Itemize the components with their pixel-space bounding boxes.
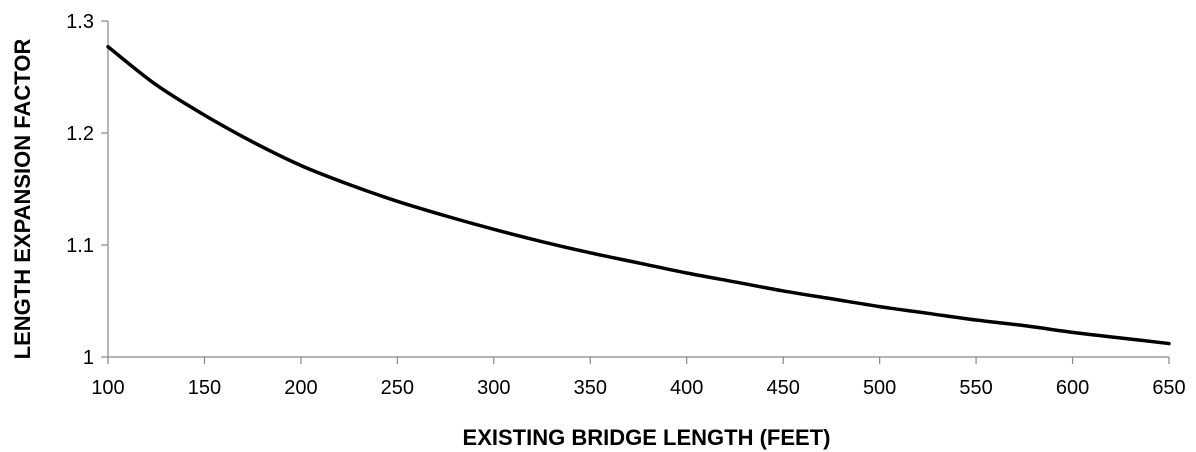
x-tick-label: 250 — [381, 377, 414, 399]
x-axis-title: EXISTING BRIDGE LENGTH (FEET) — [463, 425, 831, 450]
x-tick-label: 400 — [670, 377, 703, 399]
x-tick-label: 450 — [766, 377, 799, 399]
axes — [107, 21, 1169, 358]
x-tick-label: 200 — [284, 377, 317, 399]
y-tick-label: 1.3 — [66, 11, 94, 33]
x-tick-label: 650 — [1152, 377, 1185, 399]
x-tick-label: 150 — [188, 377, 221, 399]
x-axis-ticks: 100 150 200 250 300 350 400 450 500 550 600 650 — [91, 357, 1186, 399]
x-tick-label: 600 — [1056, 377, 1089, 399]
x-tick-label: 300 — [477, 377, 510, 399]
y-tick-label: 1.2 — [66, 123, 94, 145]
y-tick-label: 1 — [83, 347, 94, 369]
y-tick-label: 1.1 — [66, 235, 94, 257]
series-layer — [106, 45, 1171, 346]
x-tick-label: 100 — [91, 377, 124, 399]
y-axis-title: LENGTH EXPANSION FACTOR — [10, 39, 35, 360]
x-tick-label: 500 — [863, 377, 896, 399]
y-axis-ticks: 1 1.1 1.2 1.3 — [66, 11, 108, 369]
x-tick-label: 350 — [574, 377, 607, 399]
x-tick-label: 550 — [959, 377, 992, 399]
series-line — [106, 45, 1171, 346]
